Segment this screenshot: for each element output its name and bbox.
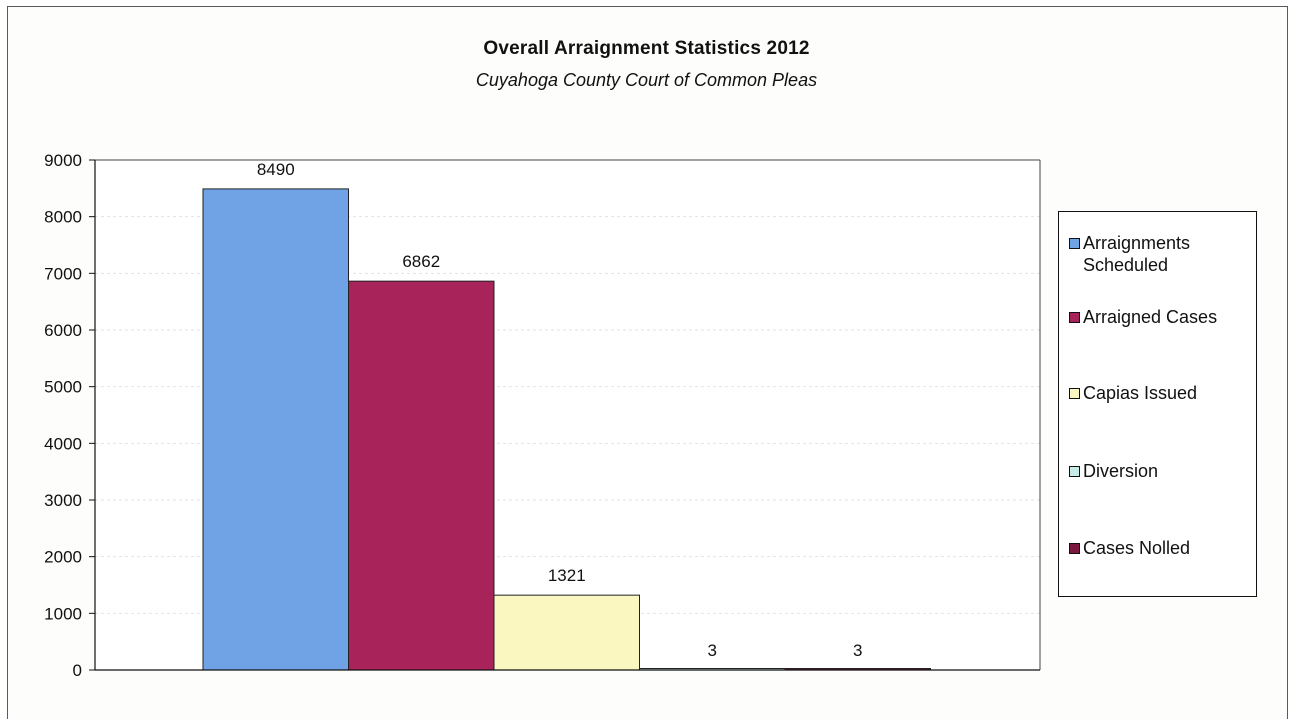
data-label: 3 [853, 641, 862, 660]
legend-item-arraigned-cases: Arraigned Cases [1069, 306, 1217, 328]
legend-swatch [1069, 543, 1080, 554]
legend-swatch [1069, 466, 1080, 477]
y-tick-label: 8000 [44, 208, 82, 227]
y-tick-label: 2000 [44, 548, 82, 567]
data-label: 3 [708, 641, 717, 660]
legend-swatch [1069, 388, 1080, 399]
data-label: 8490 [257, 160, 295, 179]
legend-label: Capias Issued [1083, 383, 1198, 403]
bar-arraigned-cases [348, 280, 495, 671]
legend-label: Arraigned Cases [1083, 307, 1218, 327]
legend-label-line: Scheduled [1083, 255, 1169, 275]
bar-arraignments-scheduled [202, 188, 349, 671]
chart-subtitle: Cuyahoga County Court of Common Pleas [475, 70, 818, 90]
data-label: 6862 [402, 252, 440, 271]
chart-title: Overall Arraignment Statistics 2012 [483, 38, 810, 59]
legend-label: Cases Nolled [1083, 538, 1191, 558]
legend-label-line: Arraignments [1083, 233, 1191, 253]
legend-swatch [1069, 312, 1080, 323]
y-tick-label: 3000 [44, 491, 82, 510]
bar-capias-issued [493, 594, 640, 671]
data-label: 1321 [548, 566, 586, 585]
legend-item-cases-nolled: Cases Nolled [1069, 537, 1190, 559]
y-tick-label: 9000 [44, 151, 82, 170]
legend-item-diversion: Diversion [1069, 460, 1158, 482]
chart-legend: Arraignments Scheduled Arraigned Cases C… [1058, 211, 1257, 597]
y-tick-label: 0 [73, 661, 82, 680]
y-tick-label: 1000 [44, 604, 82, 623]
y-tick-label: 5000 [44, 378, 82, 397]
legend-label: Arraignments Scheduled [1083, 232, 1190, 276]
y-tick-label: 4000 [44, 434, 82, 453]
legend-label: Diversion [1083, 461, 1159, 481]
legend-swatch [1069, 238, 1080, 249]
legend-item-arraignments-scheduled: Arraignments Scheduled [1069, 232, 1190, 276]
y-tick-label: 7000 [44, 264, 82, 283]
legend-item-capias-issued: Capias Issued [1069, 382, 1197, 404]
y-tick-label: 6000 [44, 321, 82, 340]
